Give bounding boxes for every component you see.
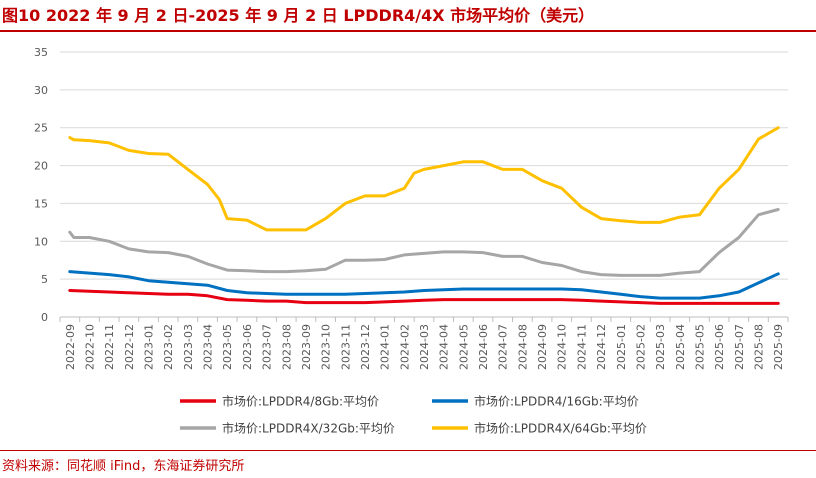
legend-label-1: 市场价:LPDDR4/8Gb:平均价 (222, 394, 379, 409)
figure-title: 图10 2022 年 9 月 2 日-2025 年 9 月 2 日 LPDDR4… (2, 6, 595, 25)
x-tick-label: 2022-09 (64, 324, 77, 370)
x-tick-label: 2025-01 (615, 324, 628, 370)
y-tick-label: 20 (34, 160, 48, 173)
x-tick-label: 2025-09 (772, 324, 785, 370)
series-line-4 (68, 126, 780, 232)
x-axis-ticks: 2022-09 2022-10 2022-11 2022-12 2023-01 2023-… (59, 317, 789, 370)
title-divider (0, 30, 816, 32)
x-tick-label: 2023-04 (202, 324, 215, 370)
legend-label-4: 市场价:LPDDR4X/64Gb:平均价 (474, 421, 647, 436)
x-tick-label: 2022-11 (103, 324, 116, 370)
y-tick-label: 5 (41, 273, 48, 286)
x-tick-label: 2024-12 (595, 324, 608, 370)
x-tick-label: 2023-11 (339, 324, 352, 370)
y-axis-ticks: 0 5 10 15 20 25 30 35 (34, 46, 48, 324)
series-line-3 (68, 208, 780, 277)
x-tick-label: 2023-08 (280, 324, 293, 370)
x-tick-label: 2024-09 (536, 324, 549, 370)
x-tick-label: 2024-04 (438, 324, 451, 370)
x-tick-label: 2024-02 (398, 324, 411, 370)
legend-label-3: 市场价:LPDDR4X/32Gb:平均价 (222, 421, 395, 436)
x-tick-label: 2024-03 (418, 324, 431, 370)
y-tick-label: 10 (34, 235, 48, 248)
x-tick-label: 2024-07 (497, 324, 510, 370)
series-line-2 (68, 270, 780, 300)
x-tick-label: 2023-09 (300, 324, 313, 370)
x-tick-label: 2024-01 (379, 324, 392, 370)
x-tick-label: 2023-03 (182, 324, 195, 370)
x-tick-label: 2024-06 (477, 324, 490, 370)
x-tick-label: 2024-11 (575, 324, 588, 370)
x-tick-label: 2022-10 (84, 324, 97, 370)
x-tick-label: 2024-08 (516, 324, 529, 370)
x-tick-label: 2025-04 (674, 324, 687, 370)
y-tick-label: 35 (34, 46, 48, 59)
y-tick-label: 15 (34, 197, 48, 210)
x-tick-label: 2025-05 (693, 324, 706, 370)
x-tick-label: 2024-05 (457, 324, 470, 370)
x-tick-label: 2025-07 (733, 324, 746, 370)
x-tick-label: 2025-03 (654, 324, 667, 370)
y-tick-label: 30 (34, 84, 48, 97)
x-tick-label: 2023-06 (241, 324, 254, 370)
x-tick-label: 2024-10 (556, 324, 569, 370)
grid-lines (60, 51, 788, 318)
source-divider (0, 450, 816, 451)
chart-legend: 市场价:LPDDR4/8Gb:平均价 市场价:LPDDR4/16Gb:平均价市场价… (180, 394, 647, 436)
legend-label-2: 市场价:LPDDR4/16Gb:平均价 (474, 394, 639, 409)
x-tick-label: 2025-06 (713, 324, 726, 370)
x-tick-label: 2023-02 (162, 324, 175, 370)
x-tick-label: 2023-12 (359, 324, 372, 370)
source-note: 资料来源：同花顺 iFind，东海证券研究所 (2, 459, 245, 474)
series-line-1 (68, 289, 780, 305)
x-tick-label: 2023-05 (221, 324, 234, 370)
y-tick-label: 0 (41, 311, 48, 324)
x-tick-label: 2025-02 (634, 324, 647, 370)
x-tick-label: 2023-07 (261, 324, 274, 370)
x-tick-label: 2025-08 (752, 324, 765, 370)
x-tick-label: 2023-01 (143, 324, 156, 370)
x-tick-label: 2023-10 (320, 324, 333, 370)
y-tick-label: 25 (34, 122, 48, 135)
x-tick-label: 2022-12 (123, 324, 136, 370)
series-lines (68, 126, 780, 305)
